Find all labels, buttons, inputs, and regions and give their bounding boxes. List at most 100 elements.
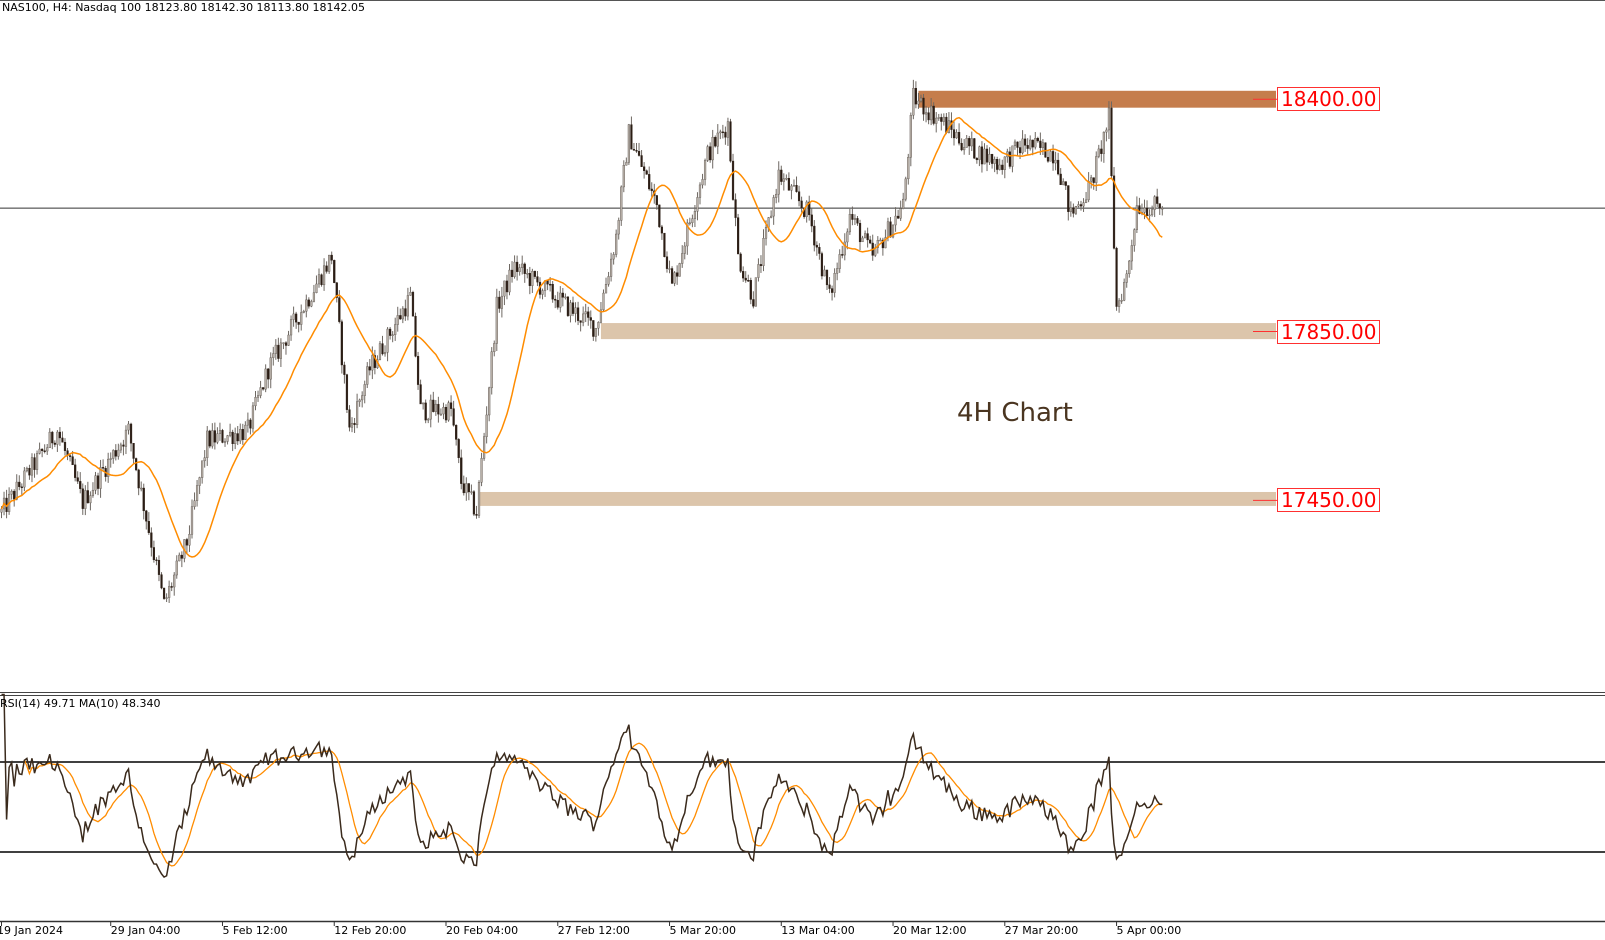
bullish-candle bbox=[597, 322, 600, 329]
bearish-candle bbox=[648, 174, 651, 190]
bearish-candle bbox=[160, 574, 163, 589]
bullish-candle bbox=[272, 353, 275, 358]
bullish-candle bbox=[244, 424, 247, 440]
bullish-candle bbox=[1128, 260, 1131, 275]
bearish-candle bbox=[96, 475, 100, 489]
bullish-candle bbox=[1105, 129, 1108, 133]
bullish-candle bbox=[1107, 107, 1111, 131]
bullish-candle bbox=[764, 227, 768, 239]
level-label-18400[interactable]: 18400.00 bbox=[1277, 87, 1381, 112]
bullish-candle bbox=[358, 399, 361, 402]
bullish-candle bbox=[569, 302, 572, 316]
bullish-candle bbox=[1148, 214, 1151, 217]
bullish-candle bbox=[356, 401, 359, 426]
bullish-candle bbox=[924, 112, 928, 115]
bullish-candle bbox=[503, 280, 506, 297]
bullish-candle bbox=[508, 269, 511, 293]
bearish-candle bbox=[825, 269, 829, 286]
bearish-candle bbox=[249, 419, 252, 429]
bearish-candle bbox=[858, 222, 862, 243]
x-tick-label: 5 Apr 00:00 bbox=[1116, 924, 1182, 937]
bearish-candle bbox=[162, 587, 166, 599]
bearish-candle bbox=[79, 481, 82, 489]
bullish-candle bbox=[302, 311, 305, 313]
bearish-candle bbox=[1100, 148, 1103, 154]
bullish-candle bbox=[1049, 151, 1052, 162]
bearish-candle bbox=[787, 178, 790, 191]
bullish-candle bbox=[46, 447, 49, 452]
bearish-candle bbox=[556, 300, 559, 308]
bearish-candle bbox=[960, 143, 963, 151]
bearish-candle bbox=[1008, 151, 1011, 167]
bullish-candle bbox=[770, 215, 773, 218]
bearish-candle bbox=[462, 483, 465, 494]
bullish-candle bbox=[378, 343, 382, 360]
bullish-candle bbox=[216, 433, 219, 443]
bearish-candle bbox=[381, 343, 384, 355]
bearish-candle bbox=[157, 560, 161, 575]
bearish-candle bbox=[1138, 205, 1141, 214]
x-tick-label: 13 Mar 04:00 bbox=[781, 924, 855, 937]
level-label-17850[interactable]: 17850.00 bbox=[1277, 319, 1381, 344]
bearish-candle bbox=[419, 384, 422, 405]
bullish-candle bbox=[178, 554, 181, 562]
bearish-candle bbox=[655, 195, 658, 206]
bullish-candle bbox=[112, 450, 115, 459]
bearish-candle bbox=[424, 402, 427, 421]
bearish-candle bbox=[800, 200, 803, 209]
bearish-candle bbox=[340, 321, 343, 366]
bearish-candle bbox=[348, 409, 351, 428]
bearish-candle bbox=[86, 490, 89, 504]
bearish-candle bbox=[571, 302, 575, 314]
bullish-candle bbox=[259, 387, 262, 396]
bearish-candle bbox=[1067, 185, 1070, 212]
bullish-candle bbox=[719, 131, 722, 134]
bullish-candle bbox=[909, 114, 912, 158]
bearish-candle bbox=[467, 483, 470, 493]
bullish-candle bbox=[228, 431, 232, 436]
bearish-candle bbox=[747, 279, 750, 282]
bullish-candle bbox=[447, 402, 450, 421]
level-label-17450[interactable]: 17450.00 bbox=[1277, 488, 1381, 513]
bullish-candle bbox=[594, 328, 597, 337]
bullish-candle bbox=[317, 274, 321, 285]
bullish-candle bbox=[701, 179, 704, 186]
bullish-candle bbox=[526, 273, 529, 275]
bullish-candle bbox=[203, 457, 206, 462]
bullish-candle bbox=[246, 419, 249, 426]
bearish-candle bbox=[475, 514, 478, 516]
bullish-candle bbox=[886, 221, 890, 238]
bearish-candle bbox=[335, 282, 338, 298]
bullish-candle bbox=[218, 430, 222, 434]
bullish-candle bbox=[10, 490, 13, 495]
bullish-candle bbox=[1143, 207, 1146, 213]
bearish-candle bbox=[330, 254, 333, 261]
bullish-candle bbox=[195, 485, 199, 501]
bullish-candle bbox=[1135, 205, 1138, 230]
bullish-candle bbox=[1074, 205, 1078, 214]
bullish-candle bbox=[521, 263, 524, 268]
bearish-candle bbox=[452, 408, 455, 426]
zone-resistance bbox=[918, 90, 1276, 108]
bullish-candle bbox=[978, 146, 981, 161]
bearish-candle bbox=[869, 239, 872, 244]
bullish-candle bbox=[117, 449, 120, 457]
bullish-candle bbox=[965, 138, 968, 148]
bearish-candle bbox=[1001, 164, 1004, 170]
bearish-candle bbox=[137, 469, 140, 489]
bearish-candle bbox=[828, 284, 831, 289]
bearish-candle bbox=[1158, 203, 1161, 209]
bullish-candle bbox=[366, 366, 369, 385]
x-tick-label: 5 Mar 20:00 bbox=[669, 924, 736, 937]
bullish-candle bbox=[513, 261, 516, 277]
bullish-candle bbox=[1077, 204, 1080, 207]
bullish-candle bbox=[490, 351, 493, 389]
bearish-candle bbox=[932, 105, 935, 124]
x-tick-label: 27 Feb 12:00 bbox=[557, 924, 630, 937]
bullish-candle bbox=[993, 159, 996, 164]
bullish-candle bbox=[394, 324, 397, 335]
bullish-candle bbox=[686, 222, 689, 247]
bearish-candle bbox=[284, 342, 288, 346]
bullish-candle bbox=[688, 222, 691, 225]
